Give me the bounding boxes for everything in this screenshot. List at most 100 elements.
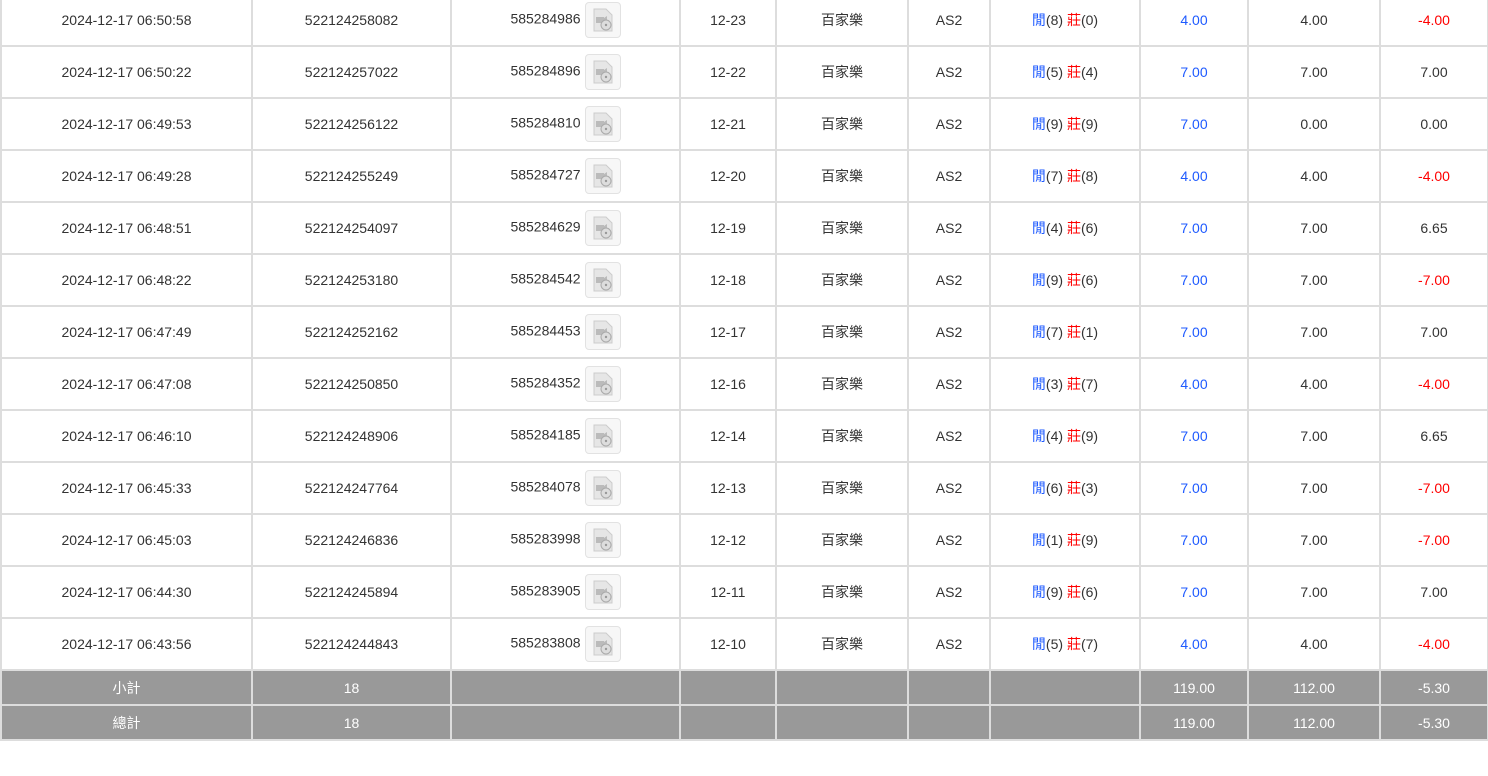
round-id: 585283808	[510, 634, 581, 651]
table-code: AS2	[907, 0, 991, 47]
bet-time: 2024-12-17 06:45:33	[0, 461, 253, 515]
round-cell: 585284896	[450, 45, 681, 99]
bet-id: 522124245894	[251, 565, 452, 619]
video-replay-icon[interactable]	[584, 106, 621, 142]
table-row: 2024-12-17 06:46:10 522124248906 585284185…	[0, 409, 1488, 463]
round-cell: 585284078	[450, 461, 681, 515]
video-replay-icon[interactable]	[584, 366, 621, 402]
bet-id: 522124255249	[251, 149, 452, 203]
valid-amount: 4.00	[1247, 149, 1381, 203]
valid-amount: 7.00	[1247, 513, 1381, 567]
table-row: 2024-12-17 06:48:22 522124253180 585284542…	[0, 253, 1488, 307]
banker-label: 莊	[1066, 480, 1081, 496]
subtotal-bet: 119.00	[1139, 669, 1249, 706]
video-replay-icon[interactable]	[584, 522, 621, 558]
video-replay-icon[interactable]	[584, 418, 621, 454]
shoe-round: 12-18	[679, 253, 777, 307]
table-row: 2024-12-17 06:49:53 522124256122 585284810…	[0, 97, 1488, 151]
banker-score: (6)	[1080, 584, 1099, 600]
round-id: 585284727	[510, 166, 581, 183]
player-score: (9)	[1045, 584, 1064, 600]
bet-time: 2024-12-17 06:50:58	[0, 0, 253, 47]
player-label: 閒	[1031, 116, 1046, 132]
result-cell: 閒(9) 莊(6)	[989, 565, 1141, 619]
round-cell: 585284352	[450, 357, 681, 411]
bet-time: 2024-12-17 06:46:10	[0, 409, 253, 463]
win-loss: -4.00	[1379, 617, 1488, 671]
shoe-round: 12-21	[679, 97, 777, 151]
bet-time: 2024-12-17 06:47:49	[0, 305, 253, 359]
banker-score: (6)	[1080, 220, 1099, 236]
banker-score: (0)	[1080, 12, 1099, 28]
game-name: 百家樂	[775, 0, 909, 47]
video-replay-icon[interactable]	[584, 210, 621, 246]
banker-label: 莊	[1066, 220, 1081, 236]
empty-cell	[907, 669, 991, 706]
video-replay-icon[interactable]	[584, 626, 621, 662]
bet-records-table: 2024-12-17 06:50:58 522124258082 585284986…	[0, 0, 1488, 741]
round-cell: 585284727	[450, 149, 681, 203]
bet-amount: 4.00	[1139, 0, 1249, 47]
bet-amount: 7.00	[1139, 409, 1249, 463]
shoe-round: 12-14	[679, 409, 777, 463]
banker-label: 莊	[1066, 116, 1081, 132]
table-code: AS2	[907, 201, 991, 255]
table-code: AS2	[907, 305, 991, 359]
empty-cell	[907, 704, 991, 741]
game-name: 百家樂	[775, 357, 909, 411]
player-score: (1)	[1045, 532, 1064, 548]
subtotal-count: 18	[251, 669, 452, 706]
video-replay-icon[interactable]	[584, 262, 621, 298]
table-row: 2024-12-17 06:47:49 522124252162 585284453…	[0, 305, 1488, 359]
player-score: (5)	[1045, 64, 1064, 80]
result-cell: 閒(1) 莊(9)	[989, 513, 1141, 567]
video-replay-icon[interactable]	[584, 158, 621, 194]
subtotal-win: -5.30	[1379, 669, 1488, 706]
bet-amount: 4.00	[1139, 617, 1249, 671]
bet-time: 2024-12-17 06:47:08	[0, 357, 253, 411]
game-name: 百家樂	[775, 565, 909, 619]
video-replay-icon[interactable]	[584, 314, 621, 350]
player-score: (4)	[1045, 220, 1064, 236]
round-id: 585284352	[510, 374, 581, 391]
total-bet: 119.00	[1139, 704, 1249, 741]
shoe-round: 12-19	[679, 201, 777, 255]
shoe-round: 12-10	[679, 617, 777, 671]
player-label: 閒	[1031, 376, 1046, 392]
bet-id: 522124256122	[251, 97, 452, 151]
video-replay-icon[interactable]	[584, 470, 621, 506]
table-row: 2024-12-17 06:47:08 522124250850 585284352…	[0, 357, 1488, 411]
video-replay-icon[interactable]	[584, 2, 621, 38]
video-replay-icon[interactable]	[584, 54, 621, 90]
banker-label: 莊	[1066, 12, 1081, 28]
win-loss: 7.00	[1379, 305, 1488, 359]
banker-score: (6)	[1080, 272, 1099, 288]
bet-id: 522124248906	[251, 409, 452, 463]
bet-time: 2024-12-17 06:49:53	[0, 97, 253, 151]
player-label: 閒	[1031, 532, 1046, 548]
empty-cell	[679, 669, 777, 706]
total-win: -5.30	[1379, 704, 1488, 741]
player-label: 閒	[1031, 168, 1046, 184]
game-name: 百家樂	[775, 305, 909, 359]
shoe-round: 12-12	[679, 513, 777, 567]
bet-id: 522124257022	[251, 45, 452, 99]
result-cell: 閒(9) 莊(9)	[989, 97, 1141, 151]
total-count: 18	[251, 704, 452, 741]
valid-amount: 7.00	[1247, 565, 1381, 619]
banker-score: (9)	[1080, 116, 1099, 132]
player-label: 閒	[1031, 272, 1046, 288]
player-label: 閒	[1031, 12, 1046, 28]
bet-amount: 4.00	[1139, 149, 1249, 203]
video-replay-icon[interactable]	[584, 574, 621, 610]
empty-cell	[450, 704, 681, 741]
round-id: 585284078	[510, 478, 581, 495]
round-cell: 585284629	[450, 201, 681, 255]
player-score: (3)	[1045, 376, 1064, 392]
bet-id: 522124252162	[251, 305, 452, 359]
banker-score: (8)	[1080, 168, 1099, 184]
bet-amount: 4.00	[1139, 357, 1249, 411]
bet-amount: 7.00	[1139, 305, 1249, 359]
banker-label: 莊	[1066, 428, 1081, 444]
game-name: 百家樂	[775, 45, 909, 99]
